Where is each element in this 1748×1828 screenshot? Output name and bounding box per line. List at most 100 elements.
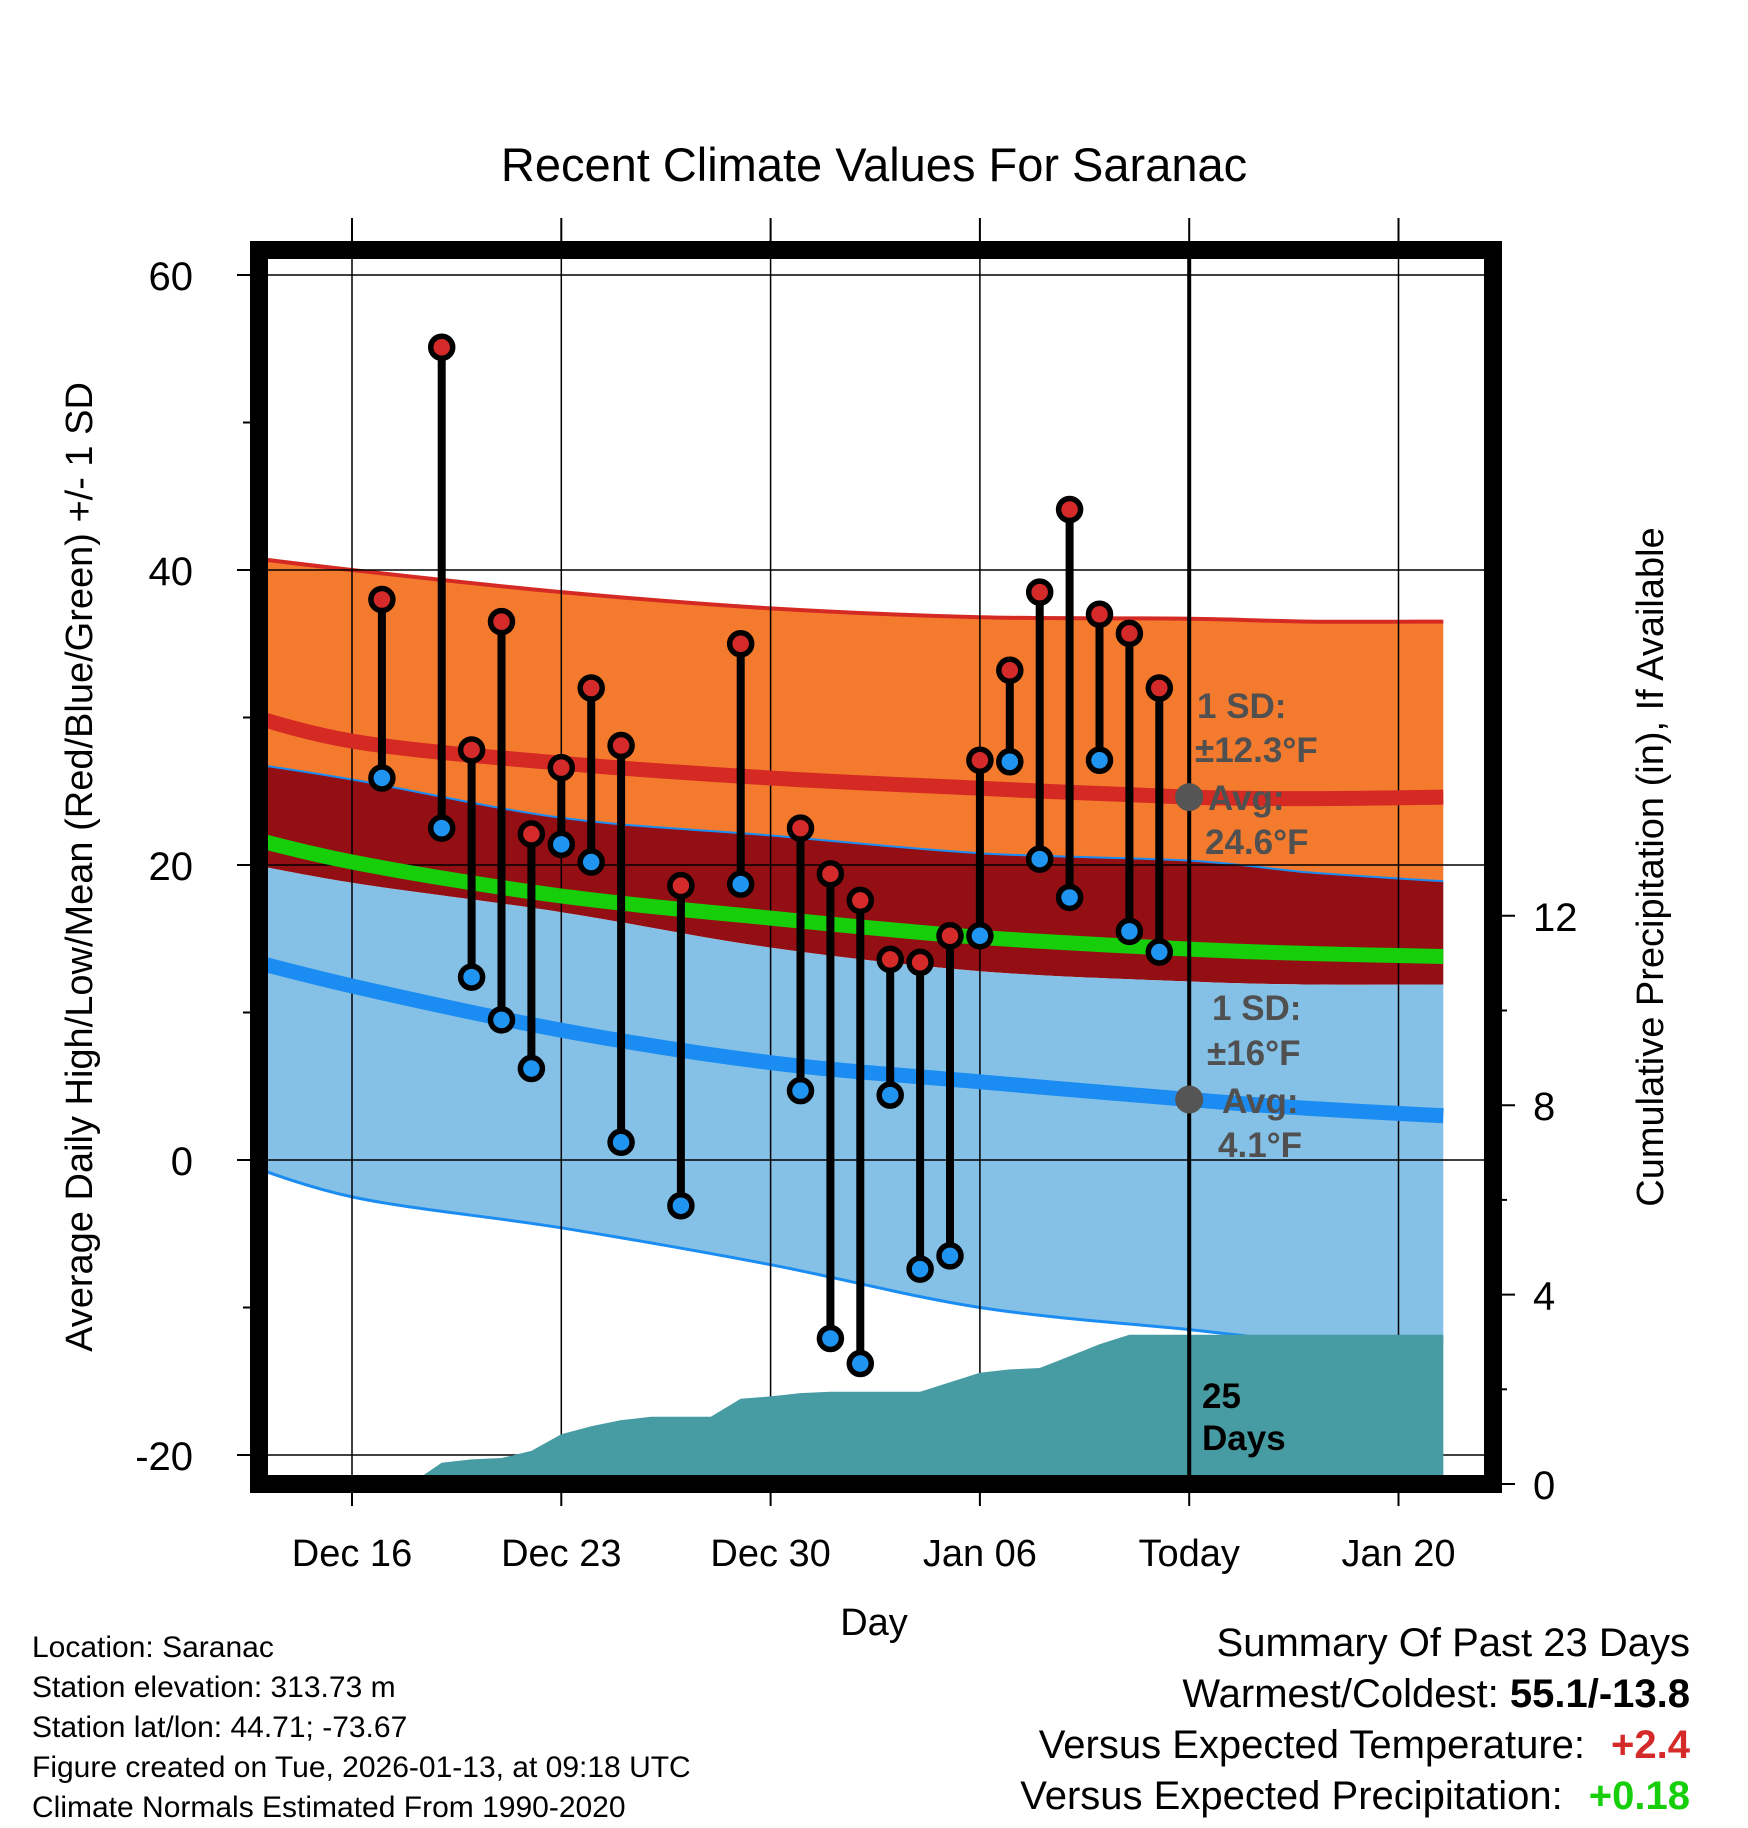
normal-lines xyxy=(259,710,1444,1124)
low-marker xyxy=(936,1242,964,1270)
low-marker xyxy=(1055,883,1084,912)
high-avg-label: Avg: xyxy=(1208,779,1284,818)
y-tick-label: 20 xyxy=(149,845,194,889)
high-sd-label: 1 SD: xyxy=(1197,687,1286,726)
low-marker xyxy=(368,764,396,792)
y2-axis-label: Cumulative Precipitation (in), If Availa… xyxy=(1630,527,1672,1206)
plot-frame xyxy=(250,241,1502,1493)
low-sd-value: ±16°F xyxy=(1207,1034,1301,1073)
days-count: 25 xyxy=(1202,1377,1241,1416)
precip-area xyxy=(352,1334,1444,1484)
high-sd-edge xyxy=(259,556,1444,624)
high-marker xyxy=(607,731,635,760)
low-avg-value: 4.1°F xyxy=(1218,1126,1302,1165)
high-marker xyxy=(936,922,964,950)
low-marker xyxy=(607,1128,635,1157)
low-sd-label: 1 SD: xyxy=(1212,989,1301,1028)
latlon-text: Station lat/lon: 44.71; -73.67 xyxy=(32,1711,408,1744)
normal-low-line xyxy=(259,955,1444,1124)
x-axis-label: Day xyxy=(840,1602,908,1644)
low-marker xyxy=(906,1255,934,1283)
high-marker xyxy=(816,860,845,888)
high-marker xyxy=(846,886,875,915)
high-marker xyxy=(906,948,934,977)
location-text: Location: Saranac xyxy=(32,1631,274,1664)
high-marker xyxy=(1115,619,1144,648)
precipitation-label: Versus Expected Precipitation: xyxy=(1020,1774,1563,1818)
high-normal-annotation: 1 SD: ±12.3°F Avg: 24.6°F xyxy=(1195,687,1318,862)
low-marker xyxy=(816,1324,845,1353)
low-marker xyxy=(667,1191,695,1220)
high-marker xyxy=(547,753,576,782)
elevation-text: Station elevation: 313.73 m xyxy=(32,1671,396,1704)
low-marker xyxy=(487,1006,516,1034)
days-label: Days xyxy=(1202,1419,1286,1458)
high-marker xyxy=(457,736,486,764)
y2-tick-label: 12 xyxy=(1533,896,1578,940)
chart-title: Recent Climate Values For Saranac xyxy=(501,138,1247,191)
high-marker xyxy=(1055,495,1084,524)
low-marker xyxy=(517,1054,546,1083)
temperature-row: Versus Expected Temperature: +2.4 xyxy=(1020,1720,1690,1771)
x-tick-label: Dec 16 xyxy=(292,1533,412,1575)
x-tick-label: Today xyxy=(1138,1533,1239,1575)
low-avg-label: Avg: xyxy=(1222,1082,1298,1121)
low-marker xyxy=(786,1076,815,1105)
precipitation-row: Versus Expected Precipitation: +0.18 xyxy=(1020,1771,1690,1822)
high-marker xyxy=(427,333,456,362)
normal-high-line xyxy=(259,710,1444,807)
high-marker xyxy=(1145,674,1174,702)
low-marker xyxy=(547,830,576,859)
today-line xyxy=(1175,250,1204,1484)
today-normal-high-dot xyxy=(1175,783,1204,812)
y-tick-label: -20 xyxy=(135,1435,193,1479)
precipitation-value: +0.18 xyxy=(1588,1774,1690,1818)
normals-text: Climate Normals Estimated From 1990-2020 xyxy=(32,1791,626,1824)
climate-bands xyxy=(259,556,1444,1344)
warmest-coldest-value: 55.1/-13.8 xyxy=(1509,1672,1690,1716)
low-marker xyxy=(846,1349,875,1378)
temperature-label: Versus Expected Temperature: xyxy=(1038,1723,1586,1767)
summary-panel: Summary Of Past 23 Days Warmest/Coldest:… xyxy=(1020,1618,1690,1822)
y-tick-label: 0 xyxy=(171,1140,193,1184)
low-marker xyxy=(1145,938,1174,966)
days-annotation: 25 Days xyxy=(1202,1377,1286,1458)
high-marker xyxy=(966,746,994,775)
normal-mean-line xyxy=(259,832,1444,964)
low-marker xyxy=(577,848,605,876)
x-tick-label: Jan 20 xyxy=(1341,1533,1455,1575)
warmest-coldest-row: Warmest/Coldest: 55.1/-13.8 xyxy=(1020,1669,1690,1720)
low-marker xyxy=(1115,917,1144,946)
low-marker xyxy=(427,814,456,842)
low-sd-band xyxy=(259,865,1444,1343)
high-marker xyxy=(487,607,516,636)
low-marker xyxy=(457,963,486,991)
high-marker xyxy=(726,630,755,658)
mid-band xyxy=(259,764,1444,985)
precipitation-area xyxy=(352,1334,1444,1484)
x-tick-label: Jan 06 xyxy=(923,1533,1037,1575)
low-marker xyxy=(1085,746,1114,775)
high-marker xyxy=(786,814,815,842)
axes: 60 40 20 0 -20 0 4 8 12 Dec 16 Dec 23 Dec 30 Jan 06 T… xyxy=(135,218,1578,1575)
y2-tick-label: 8 xyxy=(1533,1085,1555,1129)
low-marker xyxy=(876,1081,904,1109)
high-marker xyxy=(876,945,904,974)
high-marker xyxy=(1025,578,1054,606)
low-marker xyxy=(966,922,994,950)
y-tick-label: 60 xyxy=(149,255,194,299)
y-tick-label: 40 xyxy=(149,550,194,594)
summary-title: Summary Of Past 23 Days xyxy=(1216,1621,1690,1665)
created-text: Figure created on Tue, 2026-01-13, at 09… xyxy=(32,1751,691,1784)
high-marker xyxy=(368,585,396,614)
high-marker xyxy=(517,820,546,848)
station-info: Location: Saranac Station elevation: 313… xyxy=(32,1628,691,1828)
daily-stems xyxy=(377,347,1164,1364)
y-axis-label: Average Daily High/Low/Mean (Red/Blue/Gr… xyxy=(59,382,101,1352)
temperature-value: +2.4 xyxy=(1611,1723,1690,1767)
high-marker xyxy=(577,674,605,702)
high-marker xyxy=(996,656,1024,685)
warmest-coldest-label: Warmest/Coldest: xyxy=(1182,1672,1499,1716)
high-marker xyxy=(667,871,695,900)
